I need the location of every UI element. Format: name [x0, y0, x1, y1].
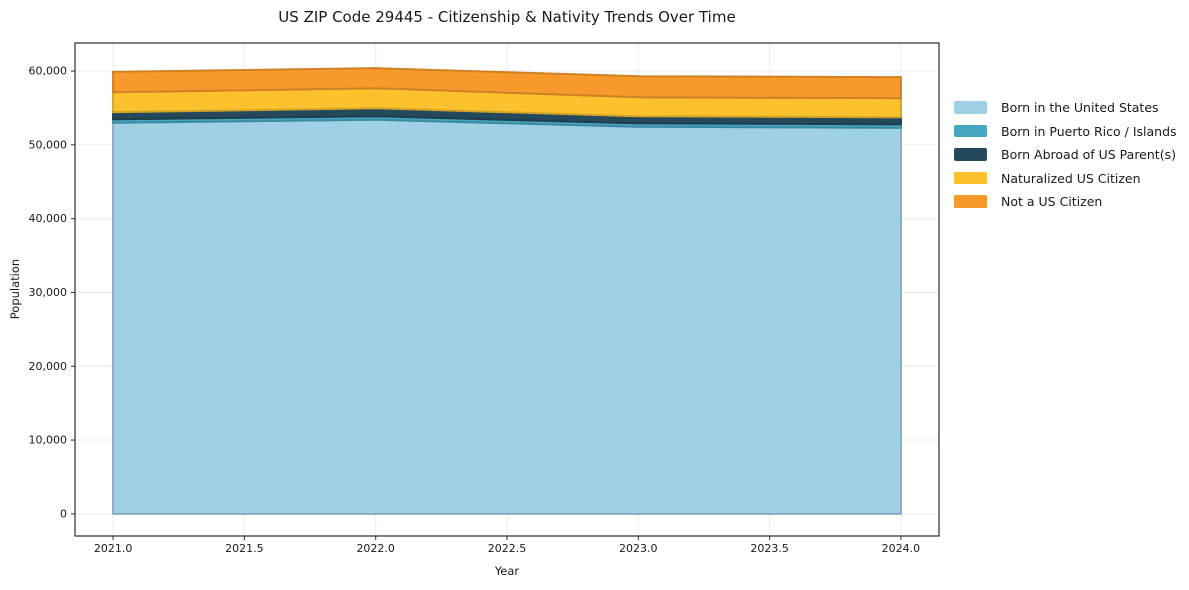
y-tick-label: 60,000 [29, 65, 68, 78]
legend-item: Naturalized US Citizen [954, 170, 1177, 186]
legend-item: Born Abroad of US Parent(s) [954, 147, 1177, 162]
legend-label: Not a US Citizen [1001, 194, 1103, 209]
y-tick-label: 20,000 [29, 360, 68, 373]
legend-item: Born in the United States [954, 100, 1177, 115]
x-tick-label: 2023.5 [750, 542, 789, 555]
y-tick-label: 30,000 [29, 286, 68, 299]
legend-item: Born in Puerto Rico / Islands [954, 123, 1177, 139]
x-tick-label: 2021.5 [225, 542, 264, 555]
y-tick-label: 50,000 [29, 138, 68, 151]
legend-swatch [954, 101, 987, 114]
area-series-4 [112, 67, 902, 100]
y-tick-label: 40,000 [29, 212, 68, 225]
x-tick-label: 2021.0 [94, 542, 133, 555]
legend-swatch [954, 148, 987, 161]
legend-swatch [954, 124, 987, 138]
legend-label: Born Abroad of US Parent(s) [1001, 147, 1176, 162]
legend-label: Born in Puerto Rico / Islands [1001, 123, 1177, 139]
y-tick-label: 0 [60, 507, 67, 520]
x-tick-label: 2022.0 [356, 542, 395, 555]
legend-item: Not a US Citizen [954, 194, 1177, 209]
legend-swatch [954, 171, 987, 185]
chart-title: US ZIP Code 29445 - Citizenship & Nativi… [278, 8, 736, 26]
x-tick-label: 2023.0 [619, 542, 658, 555]
x-tick-label: 2022.5 [488, 542, 527, 555]
legend-swatch [954, 195, 987, 208]
legend-label: Born in the United States [1001, 100, 1159, 115]
area-series-0 [112, 118, 902, 515]
x-axis-label: Year [494, 564, 520, 578]
y-axis-label: Population [8, 258, 22, 320]
x-tick-label: 2024.0 [882, 542, 921, 555]
legend: Born in the United States Born in Puerto … [954, 100, 1177, 219]
legend-label: Naturalized US Citizen [1001, 170, 1141, 186]
y-tick-label: 10,000 [29, 434, 68, 447]
